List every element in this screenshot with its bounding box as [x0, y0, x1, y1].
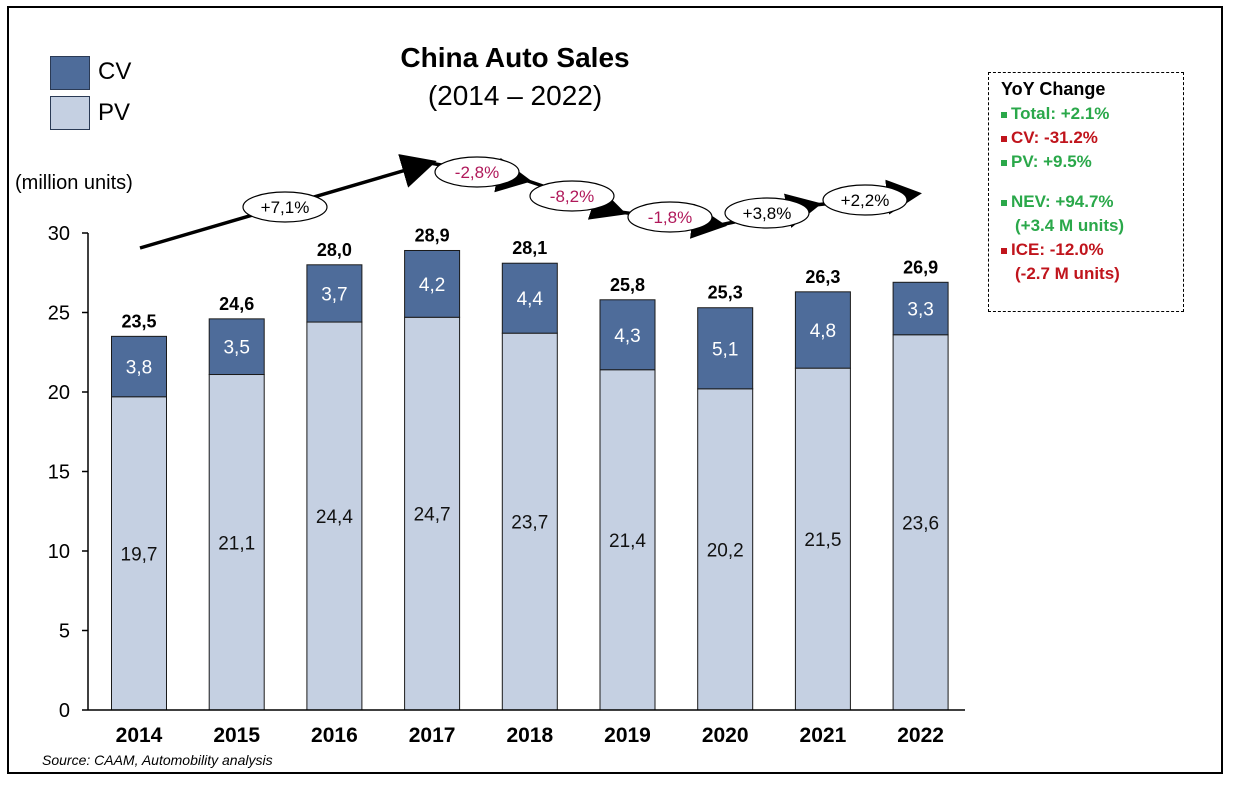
bar-pv-2020 [697, 388, 754, 711]
source-note: Source: CAAM, Automobility analysis [42, 752, 273, 768]
bar-cv-2021 [794, 291, 851, 369]
yoy-nev-sub: (+3.4 M units) [1015, 216, 1125, 235]
trend-change-bubble-5 [724, 197, 810, 229]
trend-change-bubble-2 [434, 156, 520, 188]
trend-change-bubble-4 [627, 201, 713, 233]
label-total-2019: 25,8 [610, 275, 645, 295]
yoy-nev-text: NEV: +94.7% [1011, 192, 1114, 211]
yoy-item-nev: NEV: +94.7% [1001, 190, 1183, 214]
label-pv-2016: 24,4 [316, 507, 353, 528]
x-tick-label-2021: 2021 [800, 724, 847, 747]
yoy-title: YoY Change [1001, 79, 1106, 99]
label-total-2020: 25,3 [708, 283, 743, 303]
yoy-item-pv: PV: +9.5% [1001, 150, 1183, 174]
x-tick-label-2022: 2022 [897, 724, 944, 747]
label-cv-2014: 3,8 [126, 358, 152, 379]
label-pv-2021: 21,5 [804, 530, 841, 551]
yoy-pv-text: PV: +9.5% [1011, 152, 1092, 171]
bar-cv-2014 [111, 335, 167, 398]
bar-pv-2014 [111, 396, 167, 711]
y-tick-label-10: 10 [48, 541, 70, 563]
label-cv-2017: 4,2 [419, 275, 445, 296]
label-cv-2019: 4,3 [614, 326, 640, 347]
y-tick-label-30: 30 [48, 223, 70, 245]
bar-cv-2015 [208, 318, 265, 376]
trend-change-label-1: +7,1% [261, 198, 310, 217]
y-tick-label-20: 20 [48, 382, 70, 404]
trend-change-bubble-1 [242, 191, 328, 223]
yoy-item-total: Total: +2.1% [1001, 102, 1183, 126]
bar-pv-2015 [208, 374, 265, 711]
x-tick-label-2014: 2014 [116, 724, 163, 747]
trend-change-label-4: -1,8% [648, 208, 692, 227]
y-tick-label-5: 5 [59, 621, 70, 643]
label-pv-2019: 21,4 [609, 531, 646, 552]
label-total-2016: 28,0 [317, 240, 352, 260]
bar-cv-2018 [501, 262, 558, 334]
label-pv-2020: 20,2 [707, 540, 744, 561]
yoy-ice-text: ICE: -12.0% [1011, 240, 1104, 259]
x-tick-label-2019: 2019 [604, 724, 651, 747]
yoy-item-ice: ICE: -12.0% [1001, 238, 1183, 262]
yoy-total-text: Total: +2.1% [1011, 104, 1110, 123]
bar-cv-2017 [404, 249, 461, 318]
x-tick-label-2018: 2018 [506, 724, 553, 747]
trend-change-bubble-6 [822, 184, 908, 216]
bar-cv-2016 [306, 264, 363, 323]
bar-cv-2022 [892, 281, 949, 336]
y-tick-label-0: 0 [59, 700, 70, 722]
bar-pv-2017 [404, 316, 461, 711]
label-pv-2015: 21,1 [218, 533, 255, 554]
label-cv-2016: 3,7 [321, 284, 347, 305]
legend-label-pv: PV [98, 99, 131, 126]
label-pv-2018: 23,7 [511, 513, 548, 534]
label-pv-2022: 23,6 [902, 513, 939, 534]
y-axis-unit-label: (million units) [15, 172, 133, 194]
label-cv-2018: 4,4 [517, 289, 544, 310]
trend-change-label-2: -2,8% [455, 163, 499, 182]
legend-swatch-cv [50, 56, 90, 90]
x-tick-label-2016: 2016 [311, 724, 358, 747]
yoy-cv-text: CV: -31.2% [1011, 128, 1098, 147]
chart-subtitle: (2014 – 2022) [427, 80, 603, 111]
bar-pv-2019 [599, 369, 656, 711]
bar-pv-2022 [892, 334, 949, 711]
label-cv-2022: 3,3 [907, 300, 933, 321]
label-cv-2020: 5,1 [712, 339, 738, 360]
label-cv-2015: 3,5 [223, 338, 249, 359]
y-tick-label-25: 25 [48, 303, 70, 325]
bar-cv-2019 [599, 299, 656, 371]
label-total-2015: 24,6 [219, 294, 254, 314]
chart-title: China Auto Sales [400, 42, 630, 73]
yoy-ice-sub: (-2.7 M units) [1015, 264, 1120, 283]
yoy-change-box: YoY Change Total: +2.1% CV: -31.2% PV: +… [988, 72, 1184, 312]
y-tick-label-15: 15 [48, 462, 70, 484]
trend-change-label-3: -8,2% [550, 187, 594, 206]
x-tick-label-2017: 2017 [409, 724, 456, 747]
label-total-2018: 28,1 [512, 238, 547, 258]
label-total-2022: 26,9 [903, 257, 938, 277]
trend-change-label-5: +3,8% [743, 204, 792, 223]
label-cv-2021: 4,8 [810, 321, 836, 342]
bar-pv-2021 [794, 367, 851, 711]
legend-swatch-pv [50, 96, 90, 130]
label-pv-2017: 24,7 [414, 505, 451, 526]
trend-change-label-6: +2,2% [841, 191, 890, 210]
x-tick-label-2015: 2015 [213, 724, 260, 747]
trend-change-bubble-3 [529, 180, 615, 212]
label-total-2014: 23,5 [121, 311, 156, 331]
bar-pv-2018 [501, 332, 558, 711]
label-total-2017: 28,9 [415, 225, 450, 245]
label-total-2021: 26,3 [805, 267, 840, 287]
yoy-item-cv: CV: -31.2% [1001, 126, 1183, 150]
legend-label-cv: CV [98, 58, 132, 85]
label-pv-2014: 19,7 [121, 544, 158, 565]
bar-cv-2020 [697, 307, 754, 390]
x-tick-label-2020: 2020 [702, 724, 749, 747]
